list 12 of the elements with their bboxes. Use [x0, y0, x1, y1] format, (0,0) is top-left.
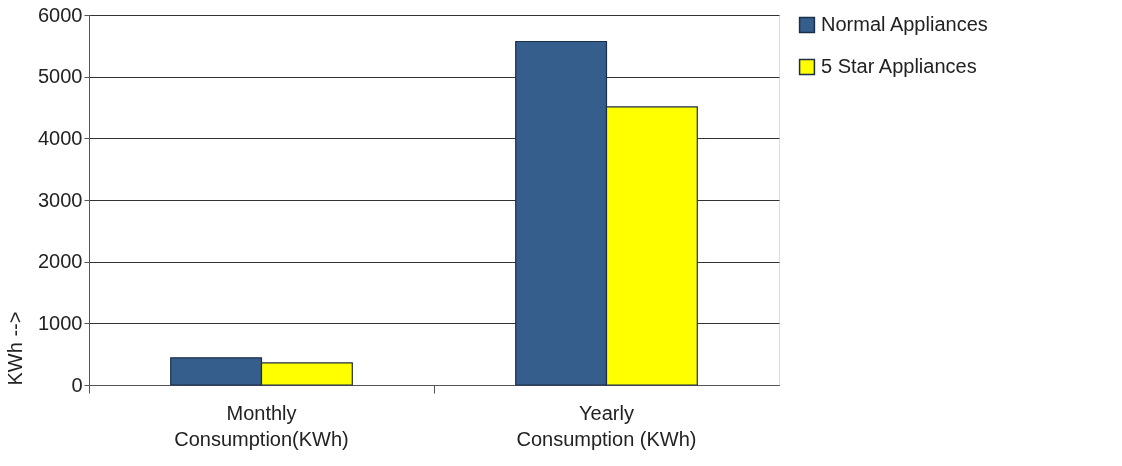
y-tick-label: 0: [71, 373, 83, 396]
x-tick-label: Yearly Consumption (KWh): [516, 401, 697, 450]
y-tick-label: 6000: [38, 3, 83, 26]
y-tick-label: 1000: [38, 311, 83, 334]
legend-label: Normal Appliances: [821, 13, 988, 35]
legend-label: 5 Star Appliances: [821, 55, 977, 77]
y-tick-label: 4000: [38, 126, 83, 149]
y-tick-label: 5000: [38, 65, 83, 88]
y-tick-label: 3000: [38, 188, 83, 211]
x-tick-label: Monthly Consumption(KWh): [174, 401, 349, 450]
y-axis-title: KWh -->: [4, 311, 27, 386]
y-tick-label: 2000: [38, 250, 83, 273]
